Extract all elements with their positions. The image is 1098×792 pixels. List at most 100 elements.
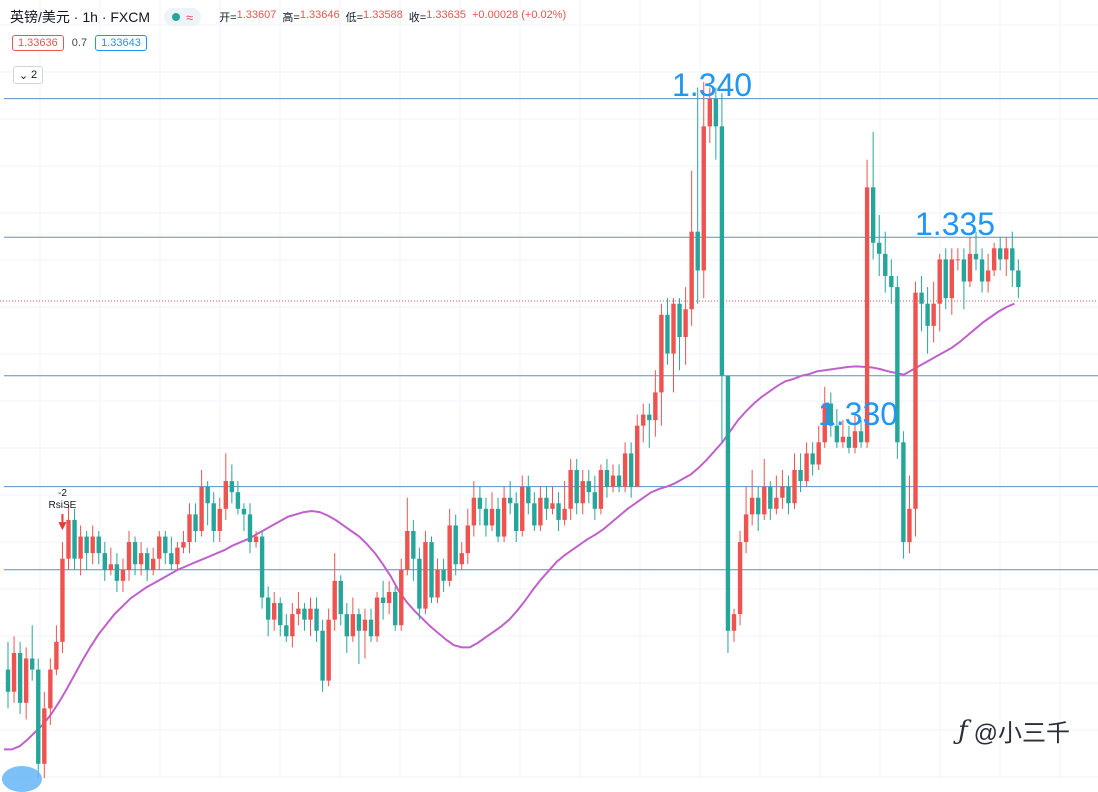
candle-body <box>792 470 797 504</box>
rsi-count-label: -2 <box>58 488 67 499</box>
candle-body <box>949 259 954 299</box>
candle-body <box>713 98 719 127</box>
candle-body <box>979 259 985 282</box>
symbol-name: 英镑/美元 <box>10 9 70 25</box>
quote-row: 1.33636 0.7 1.33643 <box>12 35 147 51</box>
candle-body <box>520 486 525 531</box>
ohlc-open-label: 开= <box>219 12 237 24</box>
candle-body <box>102 553 107 570</box>
candle-body <box>393 591 398 626</box>
candle-body <box>459 553 464 565</box>
candle-body <box>665 314 670 354</box>
candle-body <box>943 259 948 299</box>
candle-body <box>350 614 356 637</box>
candle-body <box>108 564 114 570</box>
candle-body <box>574 470 579 504</box>
candle-body <box>163 536 168 554</box>
candle-body <box>659 314 664 393</box>
candle-body <box>877 242 882 254</box>
candle-body <box>199 486 204 531</box>
candle-body <box>17 652 23 703</box>
ohlc-values: 开= 1.33607 高= 1.33646 低= 1.33588 收= 1.33635 … <box>219 9 572 25</box>
buy-price-button[interactable]: 1.33643 <box>95 35 147 51</box>
candle-body <box>1010 248 1015 271</box>
candle-body <box>955 259 961 261</box>
candle-body <box>441 569 446 581</box>
candle-body <box>72 519 77 559</box>
candle-body <box>562 508 567 520</box>
candle-body <box>132 542 138 565</box>
candle-body <box>259 536 265 598</box>
candle-body <box>937 259 942 304</box>
candle-body <box>290 614 295 637</box>
candle-body <box>157 536 162 559</box>
candle-body <box>447 525 452 581</box>
candle-body <box>695 231 700 271</box>
ohlc-low-value: 1.33588 <box>363 9 403 21</box>
signal-arrow-down-icon <box>58 522 67 531</box>
candle-body <box>435 569 440 598</box>
candle-body <box>707 98 712 127</box>
candle-body <box>598 470 604 509</box>
candle-body <box>762 486 767 515</box>
candle-body <box>786 486 791 504</box>
ohlc-close-value: 1.33635 <box>426 9 466 21</box>
title-separator: · <box>101 9 107 25</box>
candle-body <box>356 614 362 631</box>
moving-average-line <box>4 302 1015 751</box>
candle-body <box>471 497 477 526</box>
candle-body <box>66 519 71 559</box>
candle-body <box>23 658 29 703</box>
candle-body <box>538 497 543 526</box>
candle-body <box>737 542 743 615</box>
candle-body <box>532 503 537 526</box>
candle-body <box>1016 270 1021 288</box>
candle-body <box>671 303 676 354</box>
symbol-title[interactable]: 英镑/美元 · 1h · FXCM <box>10 7 150 27</box>
candle-body <box>411 530 416 559</box>
candle-body <box>544 497 549 509</box>
candle-body <box>253 536 259 543</box>
candle-body <box>725 375 731 631</box>
candle-body <box>30 658 35 670</box>
candle-body <box>247 514 253 543</box>
interval-label: 1h <box>82 9 98 25</box>
ohlc-high-value: 1.33646 <box>299 9 340 21</box>
candle-body <box>399 569 404 626</box>
candle-body <box>96 536 101 554</box>
candle-body <box>483 508 489 526</box>
rsi-signal-label: RsiSE <box>49 500 77 511</box>
candle-body <box>138 553 144 565</box>
candle-body <box>756 497 761 515</box>
candle-body <box>368 619 374 637</box>
legend-bar: 英镑/美元 · 1h · FXCM ≈ 开= 1.33607 高= 1.33646 … <box>10 6 572 28</box>
candle-body <box>870 187 876 243</box>
spread-value: 0.7 <box>71 37 88 49</box>
candle-body <box>961 259 967 282</box>
candle-body <box>144 553 150 570</box>
candle-body <box>181 542 186 548</box>
candle-body <box>749 497 755 515</box>
candle-body <box>973 253 979 260</box>
candle-body <box>852 431 858 448</box>
candle-body <box>223 481 228 509</box>
chevron-down-icon: ⌄ <box>18 69 29 82</box>
sell-price-button[interactable]: 1.33636 <box>12 35 64 51</box>
candle-body <box>925 303 930 326</box>
candle-body <box>804 453 809 482</box>
candle-body <box>374 597 380 637</box>
candle-body <box>193 514 198 531</box>
ohlc-low-label: 低= <box>345 12 364 24</box>
candle-body <box>967 253 973 282</box>
market-status-pill[interactable]: ≈ <box>164 8 202 26</box>
candle-body <box>592 492 598 509</box>
candle-body <box>217 508 222 531</box>
candle-body <box>768 486 773 509</box>
watermark: ƒ @小三千 <box>958 713 1070 748</box>
tradingview-logo-icon[interactable] <box>2 766 42 792</box>
candle-body <box>931 303 936 326</box>
indicators-toggle-button[interactable]: ⌄ 2 <box>13 66 43 84</box>
candle-body <box>628 453 634 487</box>
